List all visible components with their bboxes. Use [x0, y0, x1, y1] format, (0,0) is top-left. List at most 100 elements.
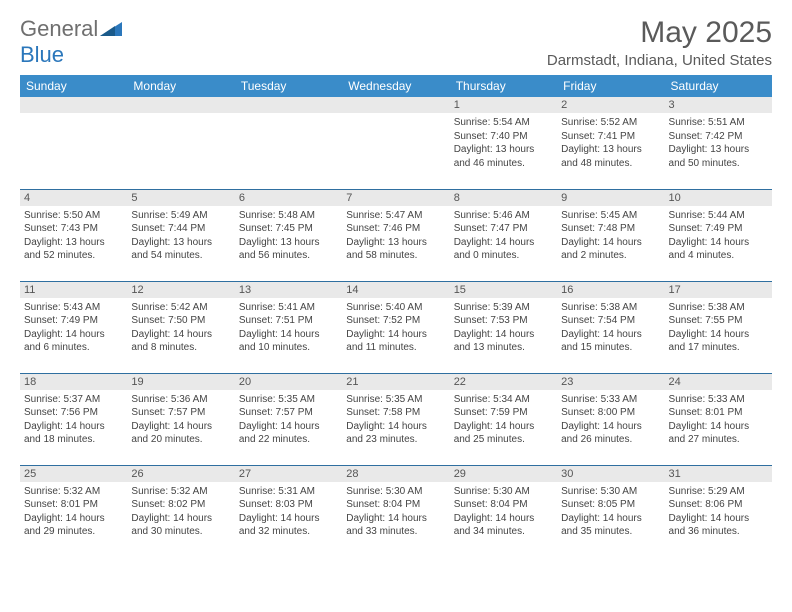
day-number: 26 — [127, 466, 234, 482]
calendar-day-cell: 17Sunrise: 5:38 AMSunset: 7:55 PMDayligh… — [665, 281, 772, 373]
page-header: GeneralBlue May 2025 Darmstadt, Indiana,… — [20, 16, 772, 69]
day-data: Sunrise: 5:32 AMSunset: 8:01 PMDaylight:… — [20, 482, 127, 543]
day-data: Sunrise: 5:42 AMSunset: 7:50 PMDaylight:… — [127, 298, 234, 359]
calendar-day-cell: 14Sunrise: 5:40 AMSunset: 7:52 PMDayligh… — [342, 281, 449, 373]
day-data: Sunrise: 5:35 AMSunset: 7:57 PMDaylight:… — [235, 390, 342, 451]
weekday-header: Sunday — [20, 75, 127, 97]
day-number: 30 — [557, 466, 664, 482]
day-number: 21 — [342, 374, 449, 390]
day-number: 24 — [665, 374, 772, 390]
calendar-day-cell: 27Sunrise: 5:31 AMSunset: 8:03 PMDayligh… — [235, 465, 342, 557]
day-number: 16 — [557, 282, 664, 298]
calendar-day-cell: 7Sunrise: 5:47 AMSunset: 7:46 PMDaylight… — [342, 189, 449, 281]
brand-text: GeneralBlue — [20, 16, 122, 68]
calendar-week-row: 25Sunrise: 5:32 AMSunset: 8:01 PMDayligh… — [20, 465, 772, 557]
calendar-day-cell — [20, 97, 127, 189]
calendar-day-cell: 28Sunrise: 5:30 AMSunset: 8:04 PMDayligh… — [342, 465, 449, 557]
day-number: 25 — [20, 466, 127, 482]
day-data: Sunrise: 5:51 AMSunset: 7:42 PMDaylight:… — [665, 113, 772, 174]
day-number: 29 — [450, 466, 557, 482]
day-data: Sunrise: 5:46 AMSunset: 7:47 PMDaylight:… — [450, 206, 557, 267]
day-data: Sunrise: 5:49 AMSunset: 7:44 PMDaylight:… — [127, 206, 234, 267]
day-number: 15 — [450, 282, 557, 298]
calendar-day-cell: 19Sunrise: 5:36 AMSunset: 7:57 PMDayligh… — [127, 373, 234, 465]
calendar-week-row: 1Sunrise: 5:54 AMSunset: 7:40 PMDaylight… — [20, 97, 772, 189]
day-number: 18 — [20, 374, 127, 390]
day-number: 28 — [342, 466, 449, 482]
calendar-day-cell: 11Sunrise: 5:43 AMSunset: 7:49 PMDayligh… — [20, 281, 127, 373]
day-data: Sunrise: 5:52 AMSunset: 7:41 PMDaylight:… — [557, 113, 664, 174]
calendar-day-cell: 9Sunrise: 5:45 AMSunset: 7:48 PMDaylight… — [557, 189, 664, 281]
weekday-header: Saturday — [665, 75, 772, 97]
weekday-header: Monday — [127, 75, 234, 97]
calendar-day-cell: 26Sunrise: 5:32 AMSunset: 8:02 PMDayligh… — [127, 465, 234, 557]
calendar-day-cell — [127, 97, 234, 189]
day-number — [235, 97, 342, 113]
day-number — [342, 97, 449, 113]
day-number: 14 — [342, 282, 449, 298]
calendar-day-cell: 8Sunrise: 5:46 AMSunset: 7:47 PMDaylight… — [450, 189, 557, 281]
day-number: 31 — [665, 466, 772, 482]
weekday-header: Thursday — [450, 75, 557, 97]
day-number: 11 — [20, 282, 127, 298]
calendar-day-cell: 16Sunrise: 5:38 AMSunset: 7:54 PMDayligh… — [557, 281, 664, 373]
calendar-week-row: 4Sunrise: 5:50 AMSunset: 7:43 PMDaylight… — [20, 189, 772, 281]
weekday-header: Friday — [557, 75, 664, 97]
brand-part1: General — [20, 16, 98, 41]
day-data: Sunrise: 5:33 AMSunset: 8:00 PMDaylight:… — [557, 390, 664, 451]
day-data: Sunrise: 5:54 AMSunset: 7:40 PMDaylight:… — [450, 113, 557, 174]
calendar-day-cell: 29Sunrise: 5:30 AMSunset: 8:04 PMDayligh… — [450, 465, 557, 557]
day-number: 19 — [127, 374, 234, 390]
day-data: Sunrise: 5:44 AMSunset: 7:49 PMDaylight:… — [665, 206, 772, 267]
day-data: Sunrise: 5:38 AMSunset: 7:54 PMDaylight:… — [557, 298, 664, 359]
weekday-header-row: SundayMondayTuesdayWednesdayThursdayFrid… — [20, 75, 772, 97]
day-number: 1 — [450, 97, 557, 113]
calendar-day-cell: 5Sunrise: 5:49 AMSunset: 7:44 PMDaylight… — [127, 189, 234, 281]
day-data: Sunrise: 5:33 AMSunset: 8:01 PMDaylight:… — [665, 390, 772, 451]
day-data: Sunrise: 5:36 AMSunset: 7:57 PMDaylight:… — [127, 390, 234, 451]
calendar-day-cell: 20Sunrise: 5:35 AMSunset: 7:57 PMDayligh… — [235, 373, 342, 465]
day-data: Sunrise: 5:43 AMSunset: 7:49 PMDaylight:… — [20, 298, 127, 359]
day-number: 20 — [235, 374, 342, 390]
day-data: Sunrise: 5:31 AMSunset: 8:03 PMDaylight:… — [235, 482, 342, 543]
calendar-day-cell: 23Sunrise: 5:33 AMSunset: 8:00 PMDayligh… — [557, 373, 664, 465]
calendar-day-cell: 13Sunrise: 5:41 AMSunset: 7:51 PMDayligh… — [235, 281, 342, 373]
day-data: Sunrise: 5:38 AMSunset: 7:55 PMDaylight:… — [665, 298, 772, 359]
day-data: Sunrise: 5:32 AMSunset: 8:02 PMDaylight:… — [127, 482, 234, 543]
day-data: Sunrise: 5:30 AMSunset: 8:04 PMDaylight:… — [342, 482, 449, 543]
calendar-day-cell: 6Sunrise: 5:48 AMSunset: 7:45 PMDaylight… — [235, 189, 342, 281]
brand-logo: GeneralBlue — [20, 16, 122, 68]
day-number: 17 — [665, 282, 772, 298]
day-number: 4 — [20, 190, 127, 206]
weekday-header: Wednesday — [342, 75, 449, 97]
day-data: Sunrise: 5:37 AMSunset: 7:56 PMDaylight:… — [20, 390, 127, 451]
day-number — [127, 97, 234, 113]
calendar-day-cell: 4Sunrise: 5:50 AMSunset: 7:43 PMDaylight… — [20, 189, 127, 281]
calendar-page: GeneralBlue May 2025 Darmstadt, Indiana,… — [0, 0, 792, 573]
day-data: Sunrise: 5:48 AMSunset: 7:45 PMDaylight:… — [235, 206, 342, 267]
day-data: Sunrise: 5:30 AMSunset: 8:04 PMDaylight:… — [450, 482, 557, 543]
title-block: May 2025 Darmstadt, Indiana, United Stat… — [547, 16, 772, 69]
brand-part2: Blue — [20, 42, 64, 67]
day-number: 8 — [450, 190, 557, 206]
day-number: 12 — [127, 282, 234, 298]
day-number: 10 — [665, 190, 772, 206]
calendar-body: 1Sunrise: 5:54 AMSunset: 7:40 PMDaylight… — [20, 97, 772, 557]
weekday-header: Tuesday — [235, 75, 342, 97]
month-title: May 2025 — [547, 16, 772, 50]
day-data: Sunrise: 5:50 AMSunset: 7:43 PMDaylight:… — [20, 206, 127, 267]
calendar-day-cell: 1Sunrise: 5:54 AMSunset: 7:40 PMDaylight… — [450, 97, 557, 189]
day-number — [20, 97, 127, 113]
day-number: 3 — [665, 97, 772, 113]
calendar-day-cell: 15Sunrise: 5:39 AMSunset: 7:53 PMDayligh… — [450, 281, 557, 373]
day-data: Sunrise: 5:39 AMSunset: 7:53 PMDaylight:… — [450, 298, 557, 359]
day-number: 22 — [450, 374, 557, 390]
calendar-day-cell: 22Sunrise: 5:34 AMSunset: 7:59 PMDayligh… — [450, 373, 557, 465]
calendar-day-cell: 2Sunrise: 5:52 AMSunset: 7:41 PMDaylight… — [557, 97, 664, 189]
calendar-day-cell: 31Sunrise: 5:29 AMSunset: 8:06 PMDayligh… — [665, 465, 772, 557]
calendar-day-cell: 25Sunrise: 5:32 AMSunset: 8:01 PMDayligh… — [20, 465, 127, 557]
day-number: 27 — [235, 466, 342, 482]
day-number: 7 — [342, 190, 449, 206]
calendar-day-cell — [235, 97, 342, 189]
day-data: Sunrise: 5:34 AMSunset: 7:59 PMDaylight:… — [450, 390, 557, 451]
